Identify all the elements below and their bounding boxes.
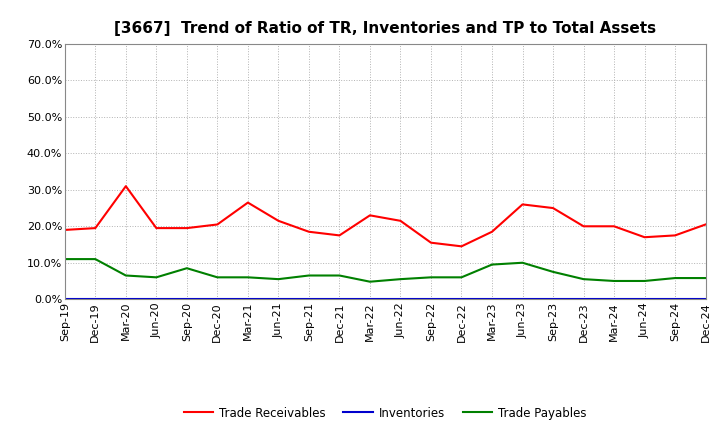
Inventories xyxy=(640,296,649,301)
Inventories xyxy=(122,296,130,301)
Trade Payables xyxy=(579,276,588,282)
Inventories xyxy=(487,296,496,301)
Trade Receivables xyxy=(579,224,588,229)
Trade Payables xyxy=(366,279,374,284)
Trade Payables xyxy=(427,275,436,280)
Trade Receivables xyxy=(487,229,496,235)
Trade Payables xyxy=(640,279,649,284)
Trade Payables xyxy=(487,262,496,267)
Inventories xyxy=(427,296,436,301)
Trade Receivables xyxy=(640,235,649,240)
Inventories xyxy=(335,296,343,301)
Inventories xyxy=(243,296,252,301)
Trade Receivables xyxy=(396,218,405,224)
Trade Payables xyxy=(183,266,192,271)
Trade Payables xyxy=(457,275,466,280)
Trade Payables xyxy=(213,275,222,280)
Trade Receivables xyxy=(243,200,252,205)
Inventories xyxy=(152,296,161,301)
Trade Payables xyxy=(549,269,557,275)
Trade Payables xyxy=(305,273,313,278)
Trade Receivables xyxy=(183,225,192,231)
Trade Receivables xyxy=(427,240,436,246)
Trade Receivables xyxy=(701,222,710,227)
Trade Receivables xyxy=(610,224,618,229)
Inventories xyxy=(701,296,710,301)
Inventories xyxy=(183,296,192,301)
Legend: Trade Receivables, Inventories, Trade Payables: Trade Receivables, Inventories, Trade Pa… xyxy=(179,402,591,425)
Trade Receivables xyxy=(671,233,680,238)
Trade Payables xyxy=(671,275,680,281)
Inventories xyxy=(518,296,527,301)
Trade Payables xyxy=(91,257,99,262)
Line: Trade Payables: Trade Payables xyxy=(65,259,706,282)
Inventories xyxy=(305,296,313,301)
Trade Payables xyxy=(274,276,283,282)
Trade Receivables xyxy=(549,205,557,211)
Inventories xyxy=(396,296,405,301)
Title: [3667]  Trend of Ratio of TR, Inventories and TP to Total Assets: [3667] Trend of Ratio of TR, Inventories… xyxy=(114,21,656,36)
Trade Receivables xyxy=(122,183,130,189)
Trade Receivables xyxy=(60,227,69,233)
Trade Payables xyxy=(335,273,343,278)
Inventories xyxy=(549,296,557,301)
Trade Receivables xyxy=(305,229,313,235)
Trade Receivables xyxy=(335,233,343,238)
Trade Payables xyxy=(152,275,161,280)
Trade Payables xyxy=(610,279,618,284)
Inventories xyxy=(91,296,99,301)
Trade Receivables xyxy=(152,225,161,231)
Trade Payables xyxy=(518,260,527,265)
Trade Receivables xyxy=(274,218,283,224)
Inventories xyxy=(671,296,680,301)
Inventories xyxy=(579,296,588,301)
Line: Trade Receivables: Trade Receivables xyxy=(65,186,706,246)
Trade Payables xyxy=(122,273,130,278)
Inventories xyxy=(213,296,222,301)
Trade Payables xyxy=(60,257,69,262)
Inventories xyxy=(274,296,283,301)
Trade Receivables xyxy=(457,244,466,249)
Trade Payables xyxy=(243,275,252,280)
Inventories xyxy=(366,296,374,301)
Trade Receivables xyxy=(213,222,222,227)
Trade Payables xyxy=(701,275,710,281)
Inventories xyxy=(610,296,618,301)
Trade Receivables xyxy=(518,202,527,207)
Trade Payables xyxy=(396,276,405,282)
Inventories xyxy=(60,296,69,301)
Inventories xyxy=(457,296,466,301)
Trade Receivables xyxy=(91,225,99,231)
Trade Receivables xyxy=(366,213,374,218)
